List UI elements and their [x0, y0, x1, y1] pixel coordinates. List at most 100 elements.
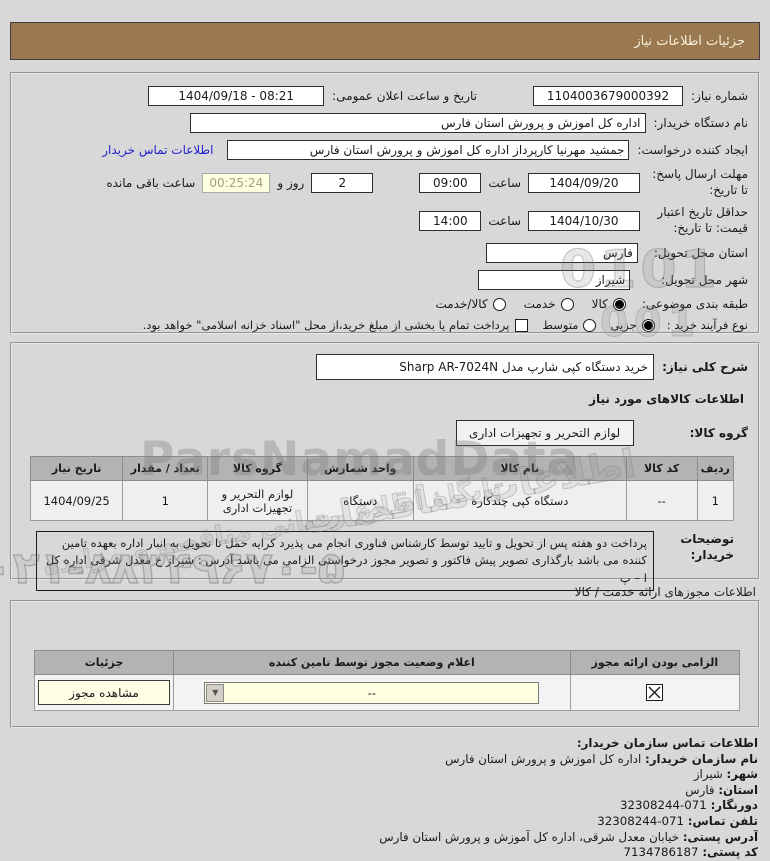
item-group-row: گروه کالا: لوازم التحریر و تجهیزات اداری	[22, 420, 748, 446]
creator-field[interactable]: جمشید مهرنیا کارپرداز اداره کل اموزش و پ…	[227, 140, 630, 160]
city-field[interactable]: شیراز	[478, 270, 631, 291]
radio-partial[interactable]	[641, 318, 655, 332]
items-table-header-row: ردیف کد کالا نام کالا واحد شمارش گروه کا…	[29, 456, 735, 481]
items-section-header-text: اطلاعات کالاهای مورد نیاز	[589, 392, 744, 406]
col-date: تاریخ نیاز	[29, 456, 124, 481]
contact-city-line: شهر: شیراز	[12, 767, 758, 783]
category-row: طبقه بندی موضوعی: کالا خدمت کالا/خدمت	[22, 297, 748, 311]
deadline-date-field[interactable]: 1404/09/20	[528, 172, 640, 193]
col-permit-details: جزئیات	[33, 650, 175, 675]
city-label: شهر محل تحویل:	[661, 273, 748, 288]
buyer-notes-row: توضیحات خریدار: پرداخت دو هفته پس از تحو…	[36, 531, 734, 591]
contact-org-value: اداره کل اموزش و پرورش استان فارس	[445, 751, 642, 766]
need-items-panel: شرح کلی نیاز: خرید دستگاه کپی شارپ مدل S…	[10, 342, 760, 591]
deadline-row: مهلت ارسال پاسخ: تا تاریخ: 1404/09/20 سا…	[22, 167, 748, 198]
deadline-time-field[interactable]: 09:00	[419, 172, 482, 193]
need-desc-field[interactable]: خرید دستگاه کپی شارپ مدل Sharp AR-7024N	[316, 354, 655, 380]
radio-goods-service[interactable]	[492, 297, 506, 311]
permit-status-cell: -- ▼	[173, 674, 571, 711]
buyer-notes-field: پرداخت دو هفته پس از تحویل و تایید توسط …	[36, 531, 654, 591]
contact-city-label: شهر:	[726, 767, 758, 782]
need-number-row: شماره نیاز: 1104003679000392 تاریخ و ساع…	[22, 86, 748, 106]
permits-header-row: الزامی بودن ارائه مجوز اعلام وضعیت مجوز …	[33, 650, 741, 675]
radio-partial-label: جزیی	[610, 318, 637, 333]
table-row: 1 -- دستگاه کپی چندکاره دستگاه لوازم الت…	[29, 480, 735, 521]
item-group-label: گروه کالا:	[689, 426, 748, 440]
buyer-contact-link[interactable]: اطلاعات تماس خریدار	[102, 143, 214, 157]
validity-row: حداقل تاریخ اعتبار قیمت: تا تاریخ: 1404/…	[22, 205, 748, 236]
col-qty: تعداد / مقدار	[122, 456, 209, 481]
days-remaining-field[interactable]: 2	[311, 172, 374, 193]
contact-org-line: نام سازمان خریدار: اداره کل اموزش و پرور…	[12, 752, 758, 768]
radio-goods[interactable]	[612, 297, 626, 311]
radio-medium-label: متوسط	[542, 318, 579, 333]
province-label: استان محل تحویل:	[653, 246, 748, 261]
city-row: شهر محل تحویل: شیراز	[22, 270, 748, 291]
province-field[interactable]: فارس	[485, 243, 638, 264]
need-desc-row: شرح کلی نیاز: خرید دستگاه کپی شارپ مدل S…	[22, 354, 748, 380]
contact-phone-value: 32308244-071	[597, 813, 685, 828]
buyer-org-row: نام دستگاه خریدار: اداره کل اموزش و پرور…	[22, 113, 748, 133]
buyer-org-field[interactable]: اداره کل اموزش و پرورش استان فارس	[189, 113, 646, 133]
announce-datetime-label: تاریخ و ساعت اعلان عمومی:	[332, 89, 477, 103]
items-table: ردیف کد کالا نام کالا واحد شمارش گروه کا…	[29, 456, 735, 521]
contact-postal-line: کد پستی: 7134786187	[12, 845, 759, 861]
radio-medium[interactable]	[583, 318, 597, 332]
page-title: جزئیات اطلاعات نیاز	[10, 22, 760, 60]
treasury-checkbox[interactable]	[515, 318, 529, 332]
view-permit-button[interactable]: مشاهده مجوز	[38, 680, 171, 705]
validity-label: حداقل تاریخ اعتبار قیمت: تا تاریخ:	[657, 205, 748, 235]
province-row: استان محل تحویل: فارس	[22, 243, 748, 264]
col-permit-required: الزامی بودن ارائه مجوز	[569, 650, 741, 675]
contact-postal-label: کد پستی:	[702, 845, 758, 860]
need-number-field[interactable]: 1104003679000392	[533, 86, 683, 106]
permit-status-dropdown[interactable]: -- ▼	[204, 681, 540, 704]
contact-province-label: استان:	[718, 782, 758, 797]
permit-details-cell: مشاهده مجوز	[33, 674, 175, 711]
permit-required-cell	[569, 674, 741, 711]
need-number-label: شماره نیاز:	[691, 89, 748, 103]
cell-code: --	[625, 480, 698, 521]
contact-address-label: آدرس پستی:	[682, 829, 758, 844]
creator-row: ایجاد کننده درخواست: جمشید مهرنیا کارپرد…	[22, 140, 748, 160]
deadline-hour-label: ساعت	[488, 175, 521, 190]
validity-time-field[interactable]: 14:00	[419, 210, 482, 231]
cell-date: 1404/09/25	[29, 480, 124, 521]
category-label: طبقه بندی موضوعی:	[641, 297, 748, 312]
general-info-panel: شماره نیاز: 1104003679000392 تاریخ و ساع…	[10, 72, 760, 334]
contact-title: اطلاعات تماس سازمان خریدار:	[576, 736, 758, 750]
countdown-label: ساعت باقی مانده	[106, 175, 196, 190]
contact-province-line: استان: فارس	[12, 783, 758, 799]
radio-service-label: خدمت	[523, 297, 556, 312]
creator-label: ایجاد کننده درخواست:	[637, 143, 748, 157]
permit-status-value: --	[367, 685, 376, 700]
permit-required-checkbox-checked[interactable]	[646, 684, 664, 701]
cell-unit: دستگاه	[306, 480, 414, 521]
cell-group: لوازم التحریر و تجهیزات اداری	[207, 480, 308, 521]
contact-city-value: شیراز	[693, 767, 723, 782]
validity-date-field[interactable]: 1404/10/30	[528, 210, 640, 231]
radio-service[interactable]	[560, 297, 574, 311]
countdown-timer: 00:25:24	[202, 172, 271, 193]
page-title-text: جزئیات اطلاعات نیاز	[634, 33, 745, 49]
days-label: روز و	[277, 175, 305, 190]
col-permit-status: اعلام وضعیت مجوز توسط تامین کننده	[173, 650, 571, 675]
contact-fax-label: دورنگار:	[710, 798, 758, 813]
treasury-checkbox-label: پرداخت تمام یا بخشی از مبلغ خرید،از محل …	[142, 318, 510, 333]
radio-goods-label: کالا	[591, 297, 608, 312]
item-group-field[interactable]: لوازم التحریر و تجهیزات اداری	[455, 420, 634, 446]
contact-org-label: نام سازمان خریدار:	[645, 751, 758, 766]
col-unit: واحد شمارش	[306, 456, 414, 481]
contact-phone-line: تلفن تماس: 32308244-071	[12, 814, 758, 830]
cell-row: 1	[696, 480, 735, 521]
validity-hour-label: ساعت	[488, 213, 521, 228]
permits-panel: الزامی بودن ارائه مجوز اعلام وضعیت مجوز …	[10, 600, 760, 728]
checkbox-x-icon	[648, 686, 661, 699]
chevron-down-icon[interactable]: ▼	[206, 683, 225, 702]
need-desc-label: شرح کلی نیاز:	[662, 360, 748, 374]
process-type-row: نوع فرآیند خرید : جزیی متوسط پرداخت تمام…	[22, 318, 748, 332]
buyer-notes-label: توضیحات خریدار:	[680, 532, 734, 563]
process-type-label: نوع فرآیند خرید :	[666, 318, 748, 333]
announce-datetime-field[interactable]: 1404/09/18 - 08:21	[148, 86, 325, 106]
permit-row: -- ▼ مشاهده مجوز	[33, 674, 741, 711]
